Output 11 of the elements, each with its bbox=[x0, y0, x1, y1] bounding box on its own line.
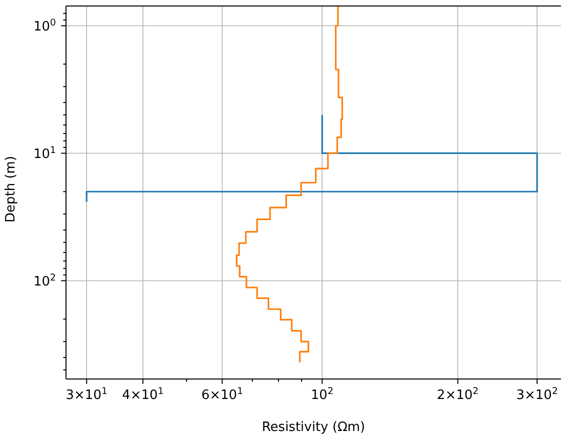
x-tick-label: 4×10$^{1}$ bbox=[122, 386, 164, 403]
x-tick-label: 3×10$^{2}$ bbox=[516, 386, 558, 403]
y-axis-title: Depth (m) bbox=[4, 156, 19, 222]
x-axis-title: Resistivity (Ωm) bbox=[262, 420, 366, 435]
x-tick-label: 6×10$^{1}$ bbox=[201, 386, 244, 403]
x-tick-label: 3×10$^{1}$ bbox=[66, 386, 108, 403]
y-tick-label: 10$^{2}$ bbox=[34, 272, 56, 290]
y-tick-label: 10$^{1}$ bbox=[34, 144, 56, 162]
y-tick-label: 10$^{0}$ bbox=[34, 17, 56, 35]
x-tick-label: 2×10$^{2}$ bbox=[436, 386, 479, 403]
x-tick-label: 10$^{2}$ bbox=[310, 386, 334, 403]
